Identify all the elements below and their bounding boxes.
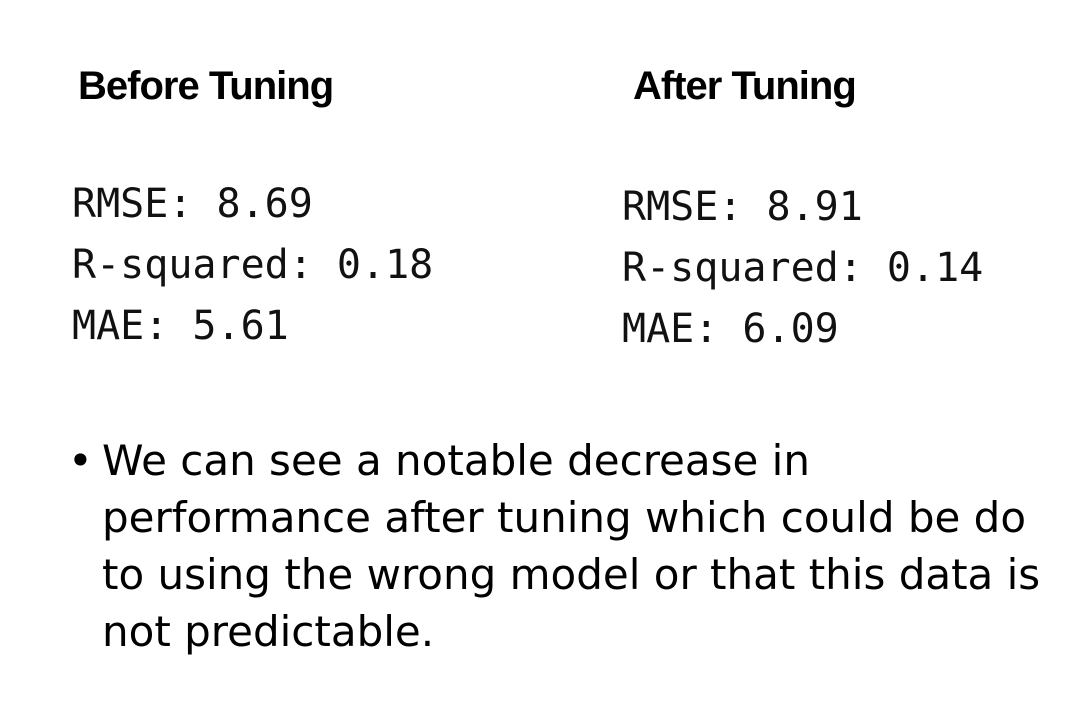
after-mae: MAE: 6.09	[622, 306, 839, 352]
after-rmse: RMSE: 8.91	[622, 184, 863, 230]
before-rmse: RMSE: 8.69	[72, 181, 313, 227]
bullet-marker: •	[68, 436, 93, 485]
conclusion-bullet: • We can see a notable decrease in perfo…	[68, 432, 1058, 660]
before-r-squared: R-squared: 0.18	[72, 242, 434, 288]
conclusion-text: We can see a notable decrease in perform…	[102, 436, 1041, 656]
after-tuning-metrics: RMSE: 8.91 R-squared: 0.14 MAE: 6.09	[622, 177, 983, 360]
before-tuning-metrics: RMSE: 8.69 R-squared: 0.18 MAE: 5.61	[72, 174, 433, 357]
after-r-squared: R-squared: 0.14	[622, 245, 984, 291]
before-mae: MAE: 5.61	[72, 303, 289, 349]
after-tuning-heading: After Tuning	[633, 64, 857, 108]
before-tuning-heading: Before Tuning	[78, 64, 334, 108]
